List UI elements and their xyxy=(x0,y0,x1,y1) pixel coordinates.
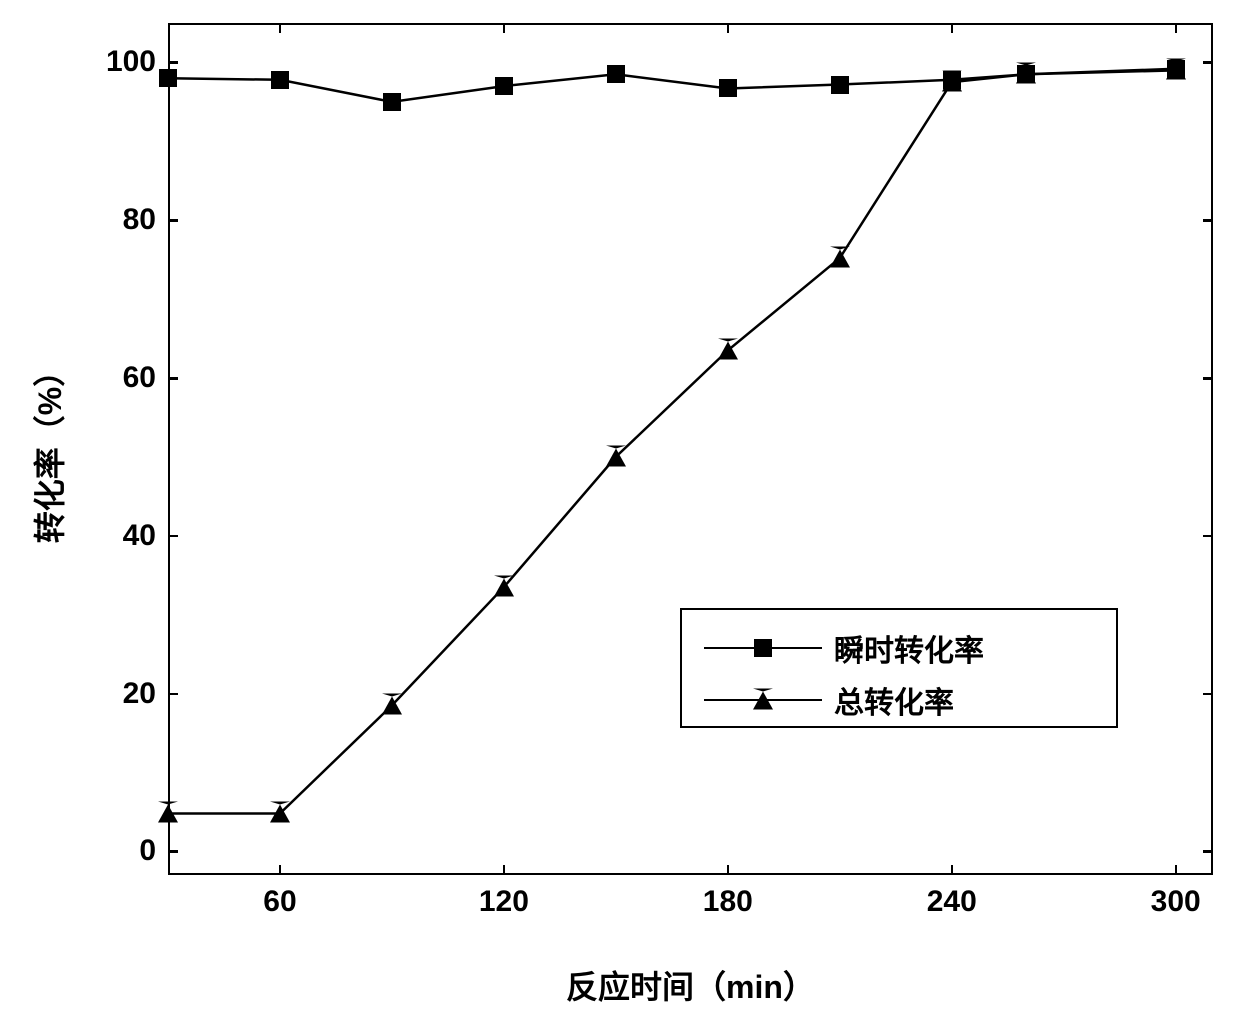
y-tick-mark xyxy=(168,377,178,380)
marker-triangle xyxy=(606,445,626,466)
y-tick-mark xyxy=(168,850,178,853)
x-tick-mark-top xyxy=(1175,23,1178,33)
y-tick-label: 80 xyxy=(123,203,156,237)
conversion-rate-chart: 60 120 180 240 300 0 20 40 60 80 100 转化率（%） 反应时间（m… xyxy=(0,0,1240,1009)
marker-triangle xyxy=(1166,59,1186,80)
marker-triangle xyxy=(494,575,514,596)
marker-triangle xyxy=(942,71,962,92)
legend-marker-triangle-icon xyxy=(753,688,773,709)
legend-item: 总转化率 xyxy=(704,678,954,722)
y-tick-mark xyxy=(168,219,178,222)
y-tick-mark-right xyxy=(1203,219,1213,222)
plot-area xyxy=(168,23,1213,875)
legend-label: 瞬时转化率 xyxy=(834,626,984,670)
y-tick-mark xyxy=(168,535,178,538)
marker-square xyxy=(495,77,513,95)
y-tick-mark-right xyxy=(1203,535,1213,538)
marker-square xyxy=(159,69,177,87)
y-tick-label: 0 xyxy=(139,834,156,868)
legend-line xyxy=(704,699,822,702)
x-tick-mark-top xyxy=(727,23,730,33)
y-tick-mark xyxy=(168,693,178,696)
y-tick-mark-right xyxy=(1203,377,1213,380)
x-tick-mark-top xyxy=(951,23,954,33)
y-tick-label: 100 xyxy=(106,45,156,79)
marker-triangle xyxy=(1016,63,1036,84)
x-tick-label: 240 xyxy=(922,885,982,919)
y-tick-label: 40 xyxy=(123,519,156,553)
y-tick-mark xyxy=(168,61,178,64)
marker-square xyxy=(831,76,849,94)
x-tick-label: 120 xyxy=(474,885,534,919)
marker-square xyxy=(607,65,625,83)
y-axis-label: 转化率（%） xyxy=(25,355,71,543)
marker-square xyxy=(383,93,401,111)
marker-triangle xyxy=(830,247,850,268)
legend-label: 总转化率 xyxy=(834,678,954,722)
y-tick-label: 60 xyxy=(123,361,156,395)
marker-square xyxy=(271,71,289,89)
y-tick-mark-right xyxy=(1203,61,1213,64)
x-tick-label: 300 xyxy=(1146,885,1206,919)
y-tick-mark-right xyxy=(1203,850,1213,853)
marker-triangle xyxy=(270,802,290,823)
y-tick-mark-right xyxy=(1203,693,1213,696)
x-tick-mark xyxy=(727,865,730,875)
x-tick-mark-top xyxy=(279,23,282,33)
legend-line xyxy=(704,647,822,650)
x-axis-label: 反应时间（min） xyxy=(566,962,815,1008)
x-tick-label: 60 xyxy=(250,885,310,919)
x-tick-mark xyxy=(951,865,954,875)
marker-triangle xyxy=(158,802,178,823)
legend-marker-square-icon xyxy=(754,639,772,657)
x-tick-label: 180 xyxy=(698,885,758,919)
x-tick-mark xyxy=(503,865,506,875)
legend-item: 瞬时转化率 xyxy=(704,626,984,670)
marker-triangle xyxy=(382,694,402,715)
y-tick-label: 20 xyxy=(123,677,156,711)
marker-square xyxy=(719,79,737,97)
x-tick-mark xyxy=(279,865,282,875)
legend-box: 瞬时转化率总转化率 xyxy=(680,608,1118,728)
marker-triangle xyxy=(718,339,738,360)
x-tick-mark xyxy=(1175,865,1178,875)
x-tick-mark-top xyxy=(503,23,506,33)
